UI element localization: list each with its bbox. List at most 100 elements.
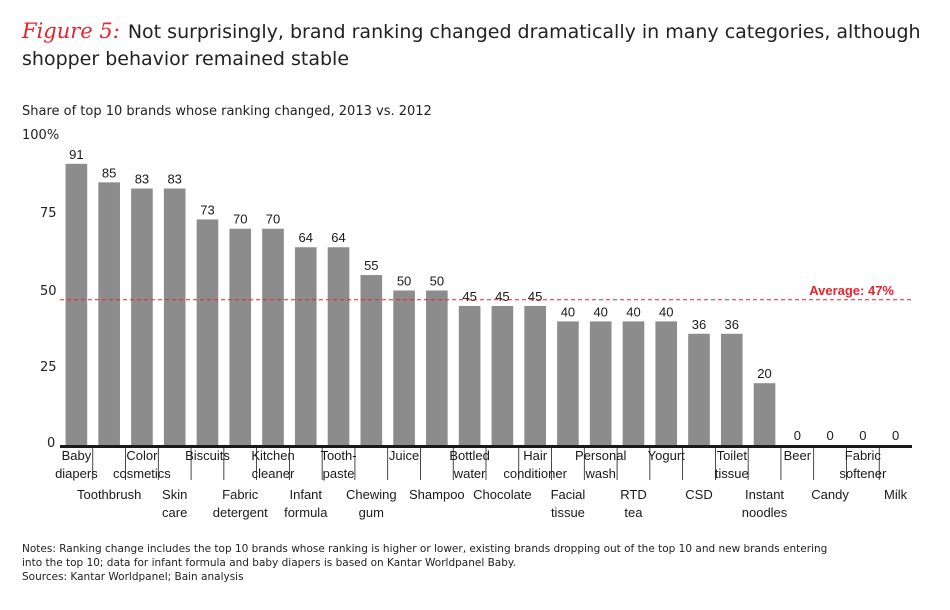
data-label: 83 bbox=[167, 172, 181, 187]
data-label: 0 bbox=[826, 428, 833, 443]
average-label: Average: 47% bbox=[809, 283, 894, 298]
category-label: detergent bbox=[213, 505, 268, 520]
y-tick-0: 0 bbox=[47, 436, 56, 451]
bar-chart: 91 85 83 83 73 70 70 64 64 55 50 50 45 45 45 40 40 40 40 36… bbox=[55, 147, 912, 520]
figure-label: Figure 5: bbox=[22, 19, 120, 43]
y-tick-75: 75 bbox=[40, 206, 57, 221]
bar bbox=[393, 290, 415, 445]
bar bbox=[426, 290, 448, 445]
category-label: cosmetics bbox=[113, 466, 171, 481]
data-label: 20 bbox=[757, 366, 771, 381]
category-label: Beer bbox=[784, 448, 812, 463]
data-label: 91 bbox=[69, 147, 83, 162]
category-label: formula bbox=[284, 505, 328, 520]
data-label: 64 bbox=[299, 230, 313, 245]
category-label: paste bbox=[323, 466, 355, 481]
category-label: Facial bbox=[551, 487, 586, 502]
bar bbox=[622, 321, 645, 445]
data-label: 70 bbox=[233, 212, 247, 227]
bar bbox=[131, 188, 153, 445]
chart-notes: Notes: Ranking change includes the top 1… bbox=[22, 542, 882, 584]
category-label: Bottled bbox=[449, 448, 489, 463]
bar bbox=[753, 383, 776, 445]
category-label: Biscuits bbox=[185, 448, 230, 463]
bar bbox=[720, 333, 743, 445]
bar bbox=[655, 321, 678, 445]
data-label: 50 bbox=[430, 274, 444, 289]
data-label: 70 bbox=[266, 212, 280, 227]
bar bbox=[196, 219, 219, 445]
category-label: RTD bbox=[620, 487, 646, 502]
notes-line-2: into the top 10; data for infant formula… bbox=[22, 557, 516, 569]
category-label: softener bbox=[839, 466, 887, 481]
category-label: Yogurt bbox=[648, 448, 685, 463]
bar bbox=[98, 182, 120, 445]
y-tick-50: 50 bbox=[40, 284, 57, 299]
category-label: CSD bbox=[685, 487, 712, 502]
category-label: Milk bbox=[884, 487, 908, 502]
bar bbox=[688, 333, 710, 445]
category-label: noodles bbox=[742, 505, 788, 520]
category-label: care bbox=[162, 505, 187, 520]
category-label: Fabric bbox=[222, 487, 259, 502]
data-label: 40 bbox=[593, 304, 607, 319]
bar bbox=[524, 305, 546, 445]
y-tick-25: 25 bbox=[40, 360, 57, 375]
notes-line-1: Notes: Ranking change includes the top 1… bbox=[22, 543, 828, 555]
bar bbox=[491, 305, 514, 445]
bar bbox=[229, 228, 252, 445]
bar bbox=[458, 305, 481, 445]
category-label: gum bbox=[359, 505, 384, 520]
data-label: 45 bbox=[495, 289, 509, 304]
category-label: tea bbox=[624, 505, 643, 520]
category-label: Hair bbox=[523, 448, 548, 463]
y-tick-100: 100% bbox=[22, 128, 60, 143]
category-label: Infant bbox=[290, 487, 323, 502]
bar bbox=[262, 228, 284, 445]
category-label: cleaner bbox=[252, 466, 295, 481]
data-label: 0 bbox=[859, 428, 866, 443]
data-label: 36 bbox=[725, 317, 739, 332]
category-label: Juice bbox=[389, 448, 419, 463]
category-label: Color bbox=[126, 448, 158, 463]
category-label: Skin bbox=[162, 487, 187, 502]
category-label: Baby bbox=[62, 448, 92, 463]
category-label: conditioner bbox=[503, 466, 567, 481]
category-label: Toothbrush bbox=[77, 487, 141, 502]
category-label: Chocolate bbox=[473, 487, 532, 502]
bar bbox=[360, 275, 383, 445]
figure-title: Figure 5: Not surprisingly, brand ranking… bbox=[22, 18, 932, 73]
data-label: 0 bbox=[892, 428, 899, 443]
notes-line-3: Sources: Kantar Worldpanel; Bain analysi… bbox=[22, 571, 244, 583]
category-label: Tooth- bbox=[320, 448, 356, 463]
data-label: 45 bbox=[462, 289, 476, 304]
data-label: 40 bbox=[561, 304, 575, 319]
data-label: 40 bbox=[659, 304, 673, 319]
category-label: Toilet bbox=[717, 448, 748, 463]
category-label: Candy bbox=[811, 487, 849, 502]
data-label: 36 bbox=[692, 317, 706, 332]
data-label: 85 bbox=[102, 165, 116, 180]
category-label: tissue bbox=[551, 505, 585, 520]
category-label: Instant bbox=[745, 487, 784, 502]
data-label: 83 bbox=[135, 172, 149, 187]
data-label: 40 bbox=[626, 304, 640, 319]
category-label: Personal bbox=[575, 448, 626, 463]
data-label: 0 bbox=[794, 428, 801, 443]
category-label: Chewing bbox=[346, 487, 397, 502]
category-label: diapers bbox=[55, 466, 98, 481]
bar bbox=[65, 163, 88, 445]
bar bbox=[294, 247, 317, 445]
bar bbox=[163, 188, 186, 445]
chart-subtitle: Share of top 10 brands whose ranking cha… bbox=[22, 104, 432, 119]
category-label: water bbox=[453, 466, 486, 481]
bar bbox=[557, 321, 579, 445]
data-label: 64 bbox=[331, 230, 345, 245]
bar bbox=[589, 321, 612, 445]
category-label: wash bbox=[585, 466, 616, 481]
data-label: 45 bbox=[528, 289, 542, 304]
category-label: Shampoo bbox=[409, 487, 465, 502]
bar bbox=[327, 247, 350, 445]
category-label: Kitchen bbox=[251, 448, 294, 463]
category-label: tissue bbox=[715, 466, 749, 481]
